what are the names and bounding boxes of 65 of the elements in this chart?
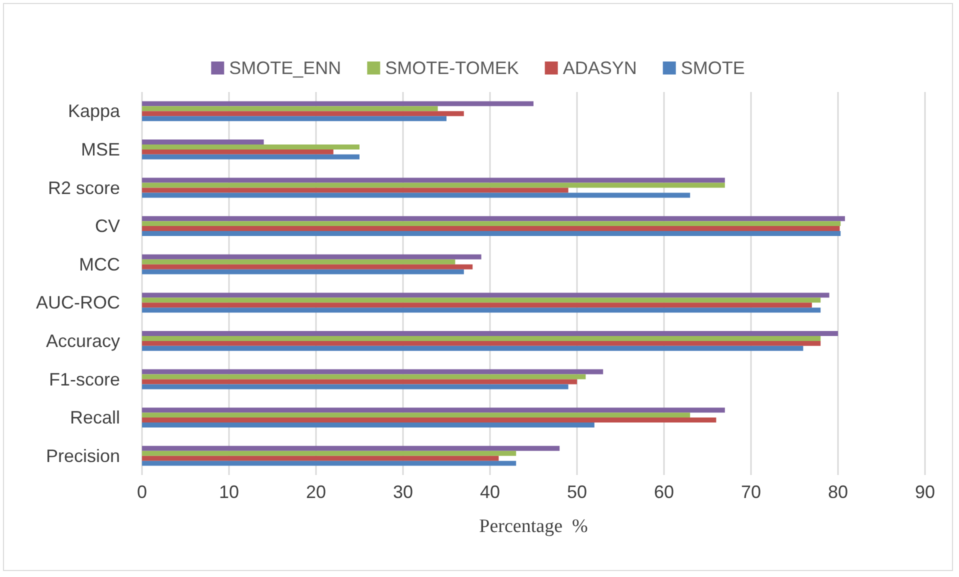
bar	[142, 336, 821, 341]
y-tick-label: F1-score	[48, 369, 120, 390]
x-tick-label: 0	[136, 482, 148, 502]
x-tick-label: 40	[480, 482, 500, 502]
bar	[142, 384, 568, 390]
bar	[142, 188, 568, 193]
x-tick-label: 70	[740, 482, 762, 502]
bar	[142, 298, 821, 303]
bar	[142, 254, 482, 260]
bar	[142, 418, 716, 423]
bar	[142, 216, 845, 222]
bar	[142, 369, 604, 374]
bar	[142, 264, 473, 270]
bar	[142, 422, 594, 428]
legend-label: SMOTE-TOMEK	[385, 58, 519, 78]
bar	[142, 259, 456, 264]
bar	[142, 340, 821, 346]
bar	[142, 292, 830, 298]
bar	[142, 149, 334, 154]
bar	[142, 178, 725, 183]
y-tick-label: Precision	[46, 446, 120, 466]
bar	[142, 412, 690, 418]
bar	[142, 446, 560, 451]
x-tick-label: 50	[566, 482, 588, 502]
x-tick-label: 80	[828, 482, 848, 502]
y-tick-label: MCC	[79, 254, 120, 274]
legend-label: ADASYN	[562, 58, 637, 78]
bar	[142, 182, 725, 188]
bar	[142, 231, 841, 236]
bar	[142, 456, 499, 461]
bar	[142, 111, 464, 116]
bar	[142, 308, 821, 313]
bar	[142, 139, 264, 144]
y-tick-label: MSE	[80, 139, 120, 160]
y-tick-label: CV	[94, 216, 120, 236]
y-tick-label: Recall	[70, 408, 120, 428]
y-tick-label: Accuracy	[46, 330, 120, 351]
bar	[142, 192, 690, 198]
bar	[142, 106, 438, 112]
bar	[142, 374, 586, 380]
bar	[142, 346, 804, 351]
legend-label: SMOTE_ENN	[229, 58, 342, 78]
bar	[142, 154, 360, 160]
x-tick-label: 30	[392, 482, 414, 502]
bar	[142, 408, 725, 413]
bar	[142, 144, 360, 150]
bar	[142, 330, 838, 336]
bar	[142, 269, 464, 274]
y-tick-label: AUC-ROC	[36, 292, 120, 313]
bar	[142, 460, 516, 466]
bar	[142, 450, 516, 456]
y-tick-label: Kappa	[68, 101, 121, 122]
bar	[142, 101, 534, 106]
bar	[142, 221, 841, 226]
bar	[142, 302, 812, 308]
legend-label: SMOTE	[680, 58, 745, 78]
x-tick-label: 20	[306, 482, 326, 502]
x-tick-label: 60	[654, 482, 674, 502]
x-tick-label: 90	[914, 482, 936, 502]
bar	[142, 116, 446, 122]
x-axis-title: Percentage %	[479, 516, 588, 537]
bar	[142, 379, 577, 384]
x-tick-label: 10	[218, 482, 240, 502]
bar	[142, 226, 840, 232]
y-tick-label: R2 score	[48, 178, 120, 198]
